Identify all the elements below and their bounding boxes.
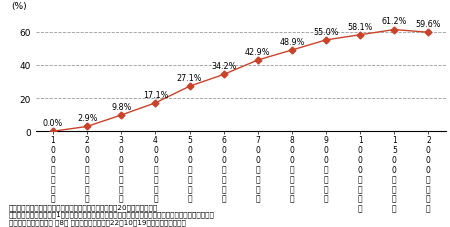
Text: 資料：国税庁「税務統計から見た民間給与の実態（平成20年分）」より。
注）「年末調整を行った1年を通じて勤務した給与所得者」の総数に対する配偶者控除の適用者の割: 資料：国税庁「税務統計から見た民間給与の実態（平成20年分）」より。 注）「年末… [9, 203, 215, 225]
Text: 59.6%: 59.6% [416, 20, 441, 29]
Text: 55.0%: 55.0% [313, 28, 339, 37]
Text: 42.9%: 42.9% [245, 48, 270, 57]
Text: 48.9%: 48.9% [279, 38, 305, 47]
Text: 2.9%: 2.9% [77, 114, 98, 123]
Text: 9.8%: 9.8% [111, 102, 131, 111]
Text: 58.1%: 58.1% [347, 22, 373, 31]
Text: (%): (%) [11, 2, 27, 11]
Text: 34.2%: 34.2% [211, 62, 236, 71]
Text: 27.1%: 27.1% [177, 74, 202, 83]
Text: 0.0%: 0.0% [43, 118, 63, 128]
Text: 17.1%: 17.1% [143, 90, 168, 99]
Text: 61.2%: 61.2% [382, 17, 407, 26]
